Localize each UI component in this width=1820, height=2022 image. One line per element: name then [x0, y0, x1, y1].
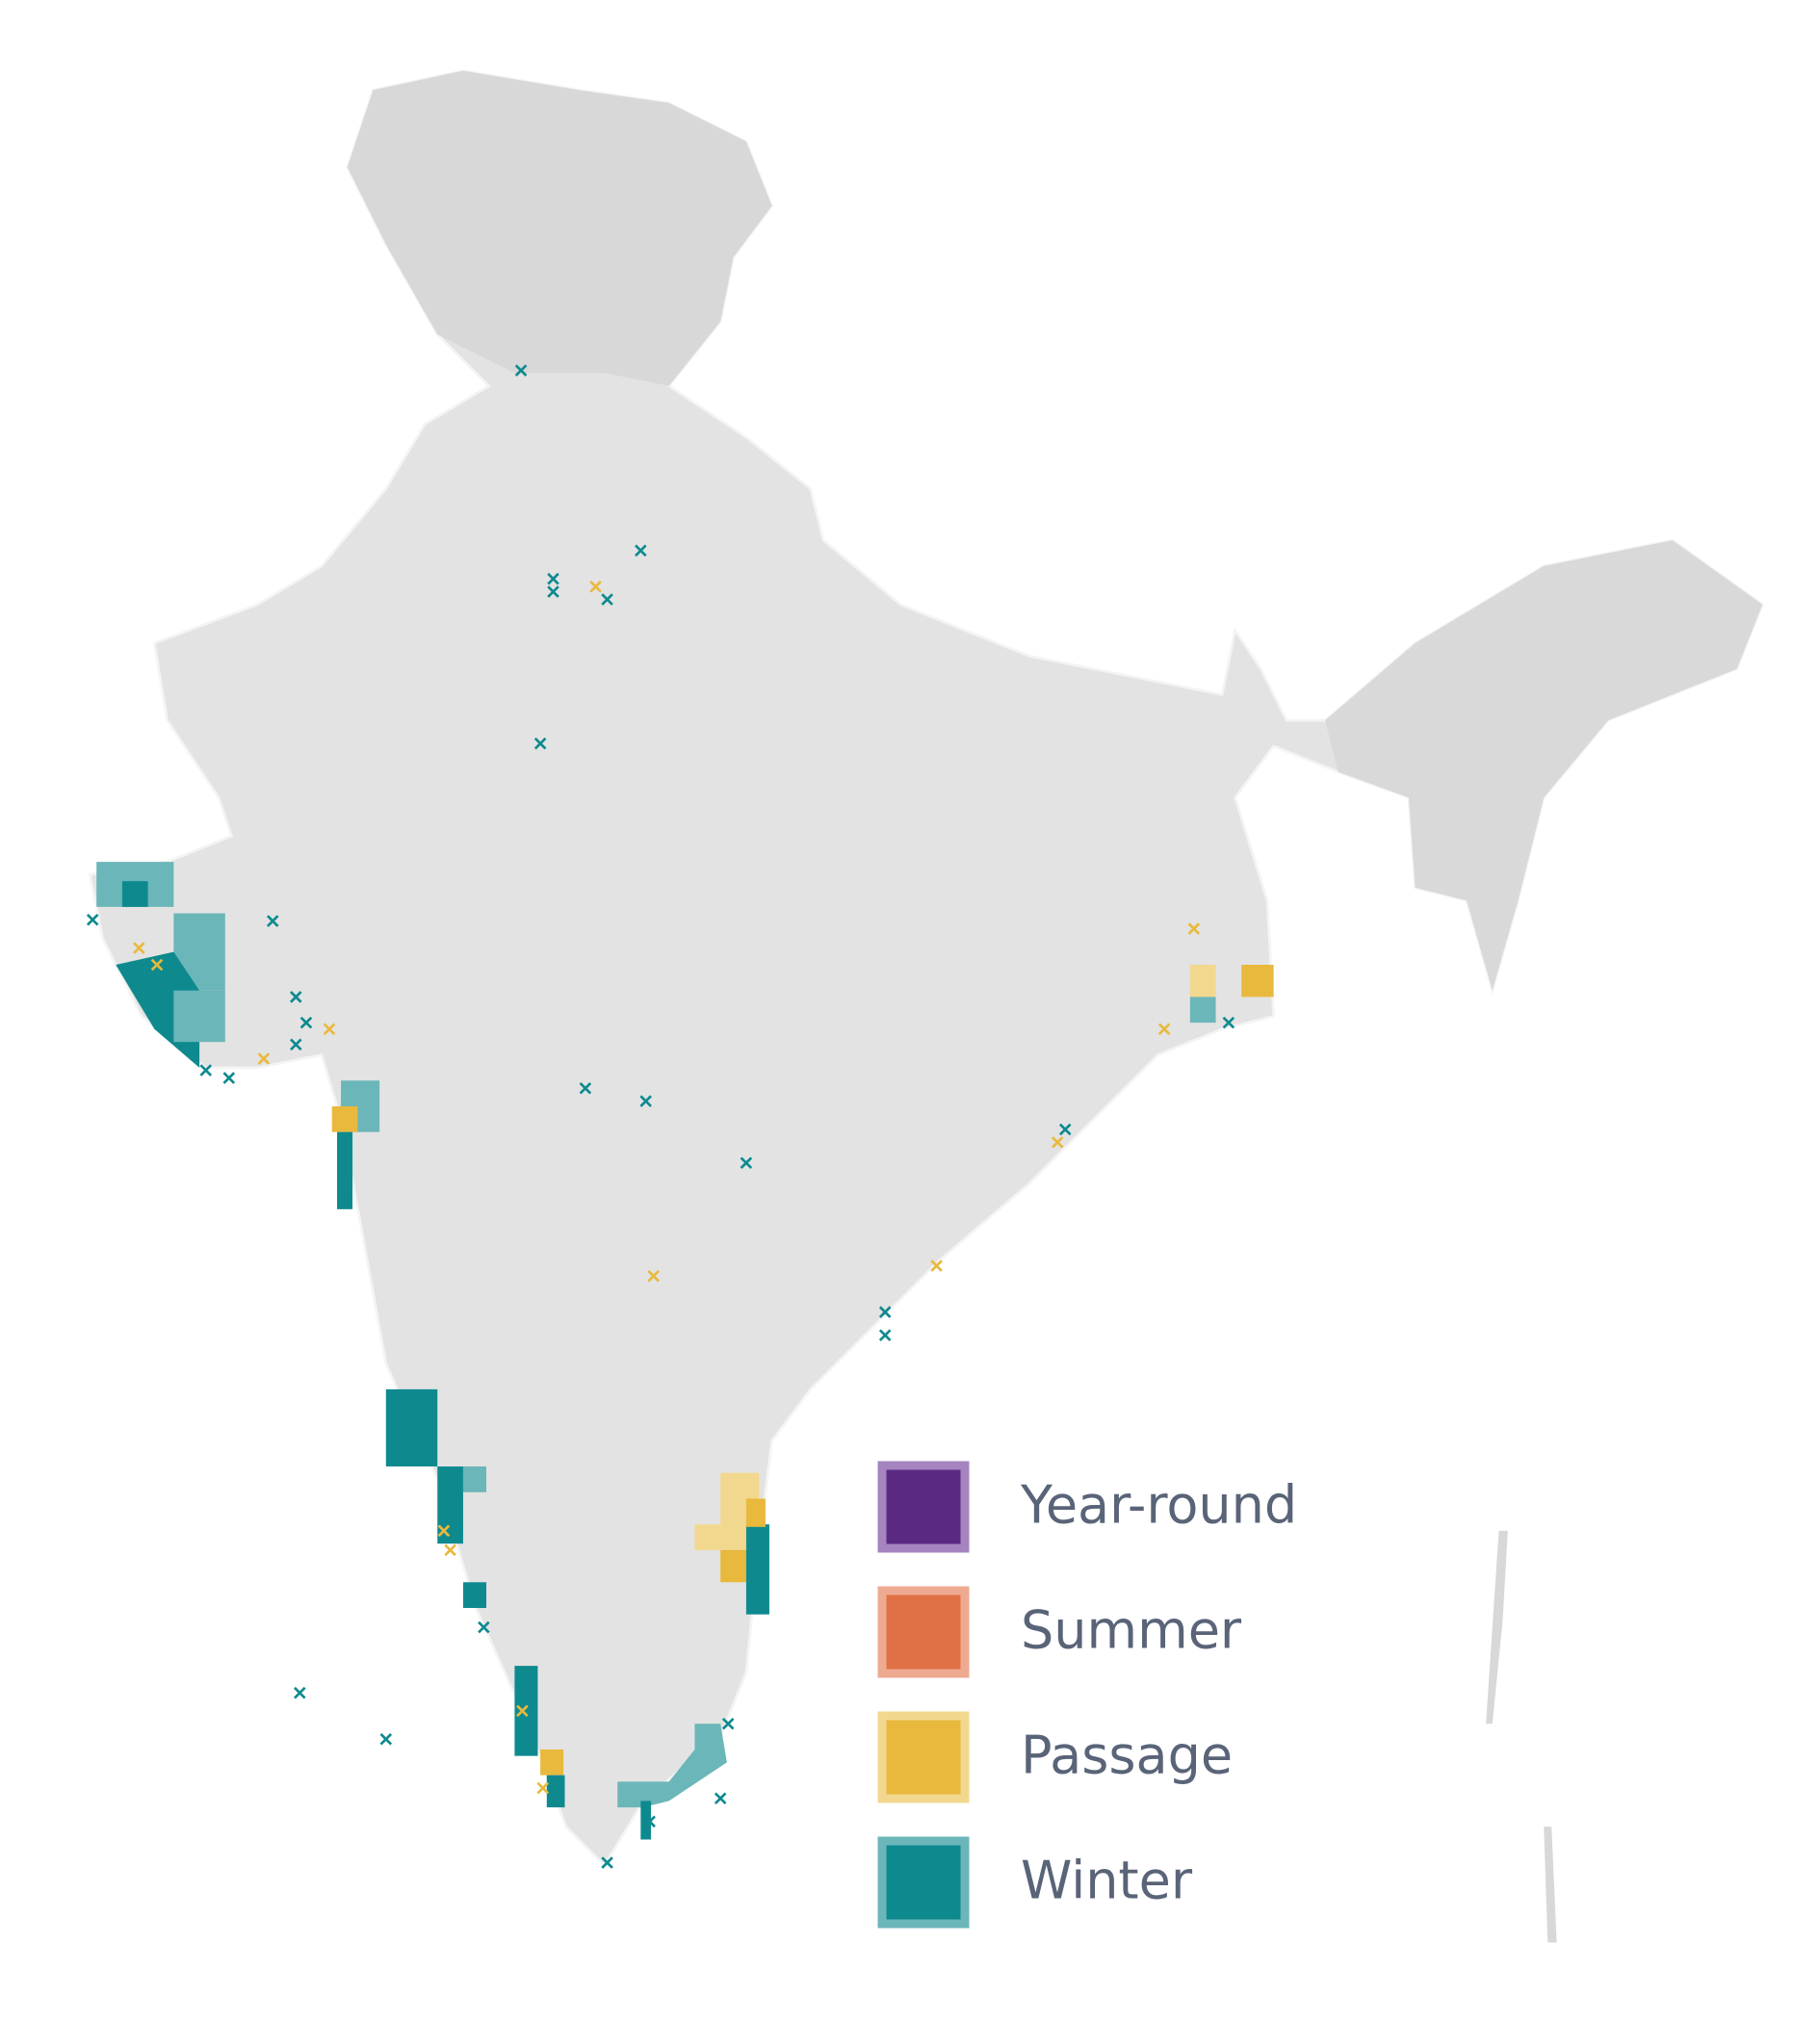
northeast-relief: [1325, 540, 1763, 991]
sighting-cross: [1222, 1016, 1235, 1029]
winter-cell-light: [1189, 997, 1216, 1024]
occurrence-cells: [96, 862, 1274, 1840]
passage-cell: [331, 1105, 358, 1132]
sighting-cross: [289, 1038, 302, 1051]
legend-label: Winter: [1021, 1851, 1193, 1911]
sighting-cross: [293, 1686, 306, 1699]
map-body: [86, 69, 1764, 1943]
sighting-cross: [643, 1815, 656, 1828]
india-outline: [88, 69, 1764, 1868]
sighting-cross: [199, 1064, 213, 1076]
winter-cell: [462, 1582, 487, 1608]
sighting-cross: [132, 942, 145, 954]
sighting-cross: [547, 585, 559, 598]
winter-cell: [121, 881, 148, 907]
sighting-cross: [930, 1259, 943, 1272]
legend-swatch: [877, 1836, 970, 1929]
passage-cell: [540, 1749, 564, 1776]
sighting-cross: [647, 1270, 660, 1283]
winter-cell: [514, 1666, 538, 1756]
sighting-cross: [478, 1620, 490, 1634]
sighting-cross: [257, 1052, 271, 1065]
sighting-cross: [1187, 922, 1201, 935]
sighting-cross: [878, 1329, 892, 1342]
legend-label: Year-round: [1020, 1475, 1297, 1536]
sighting-cross: [1157, 1023, 1171, 1036]
sighting-cross: [878, 1306, 892, 1319]
sighting-cross: [714, 1792, 727, 1805]
sighting-cross: [444, 1543, 456, 1557]
sighting-cross: [1051, 1136, 1064, 1149]
sighting-cross: [299, 1016, 313, 1029]
sighting-cross: [1058, 1123, 1072, 1136]
sighting-cross: [589, 580, 602, 593]
sighting-cross: [740, 1156, 753, 1170]
winter-cell-light: [462, 1466, 487, 1492]
sighting-cross: [289, 991, 302, 1003]
legend-label: Passage: [1021, 1725, 1233, 1786]
winter-cell: [337, 1131, 353, 1209]
andaman-islands: [1486, 1530, 1557, 1943]
sighting-cross: [323, 1023, 336, 1036]
sighting-cross: [379, 1732, 393, 1746]
sighting-cross: [601, 593, 613, 606]
sighting-cross: [579, 1081, 592, 1095]
winter-cell-light: [617, 1724, 727, 1808]
sighting-cross: [547, 572, 559, 585]
sighting-cross: [639, 1095, 652, 1107]
sighting-cross: [536, 1781, 550, 1795]
legend-label: Summer: [1021, 1600, 1242, 1661]
legend-swatch: [877, 1461, 970, 1553]
legend: Year-round Summer Passage Winter: [877, 1461, 1297, 1929]
legend-swatch: [877, 1711, 970, 1803]
passage-cell: [745, 1498, 766, 1527]
sighting-cross: [86, 913, 99, 926]
sighting-cross: [222, 1072, 236, 1084]
sighting-marks: [86, 364, 1235, 1869]
legend-swatch: [877, 1586, 970, 1678]
sighting-cross: [266, 915, 279, 927]
winter-cell: [385, 1388, 438, 1467]
winter-cell: [546, 1775, 565, 1808]
winter-cell: [745, 1524, 769, 1615]
sighting-cross: [635, 544, 647, 557]
sighting-cross: [150, 958, 164, 972]
kashmir-relief: [347, 70, 772, 386]
sighting-cross: [514, 364, 528, 377]
winter-cell: [437, 1466, 463, 1544]
passage-cell-light: [694, 1524, 746, 1550]
sighting-cross: [601, 1856, 613, 1869]
sighting-cross: [533, 737, 547, 750]
passage-cell: [1241, 965, 1274, 998]
passage-cell-light: [1189, 965, 1216, 998]
winter-cell-light: [173, 990, 225, 1043]
sighting-cross: [437, 1524, 451, 1538]
sighting-cross: [516, 1704, 529, 1718]
winter-cell: [640, 1801, 652, 1840]
passage-cell: [720, 1549, 746, 1583]
sighting-cross: [721, 1717, 735, 1730]
